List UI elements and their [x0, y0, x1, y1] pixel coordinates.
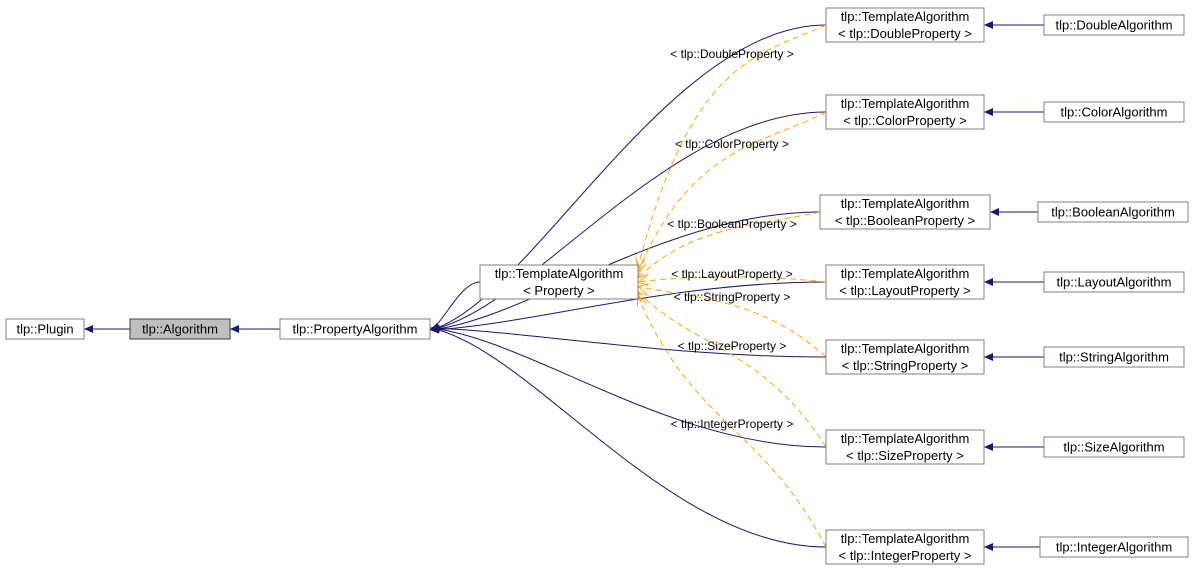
- node-algBool[interactable]: tlp::BooleanAlgorithm: [1038, 202, 1188, 222]
- node-label-plugin: tlp::Plugin: [16, 321, 73, 336]
- template-label-tmplColor: < tlp::ColorProperty >: [675, 137, 789, 151]
- template-label-tmplString: < tlp::StringProperty >: [674, 290, 791, 304]
- node-label-tmplLayout-0: tlp::TemplateAlgorithm: [841, 266, 970, 281]
- node-label-tmplString-0: tlp::TemplateAlgorithm: [841, 341, 970, 356]
- node-label-tmplString-1: < tlp::StringProperty >: [842, 358, 968, 373]
- node-algorithm[interactable]: tlp::Algorithm: [130, 319, 230, 339]
- node-label-tmplSize-0: tlp::TemplateAlgorithm: [841, 431, 970, 446]
- node-tmplBool[interactable]: tlp::TemplateAlgorithm< tlp::BooleanProp…: [820, 195, 990, 229]
- node-label-tmplDouble-1: < tlp::DoubleProperty >: [838, 26, 972, 41]
- node-label-tmplInt-1: < tlp::IntegerProperty >: [839, 548, 972, 563]
- template-label-tmplSize: < tlp::SizeProperty >: [678, 339, 787, 353]
- node-label-tmplDouble-0: tlp::TemplateAlgorithm: [841, 9, 970, 24]
- template-label-tmplInt: < tlp::IntegerProperty >: [671, 417, 794, 431]
- node-tmplString[interactable]: tlp::TemplateAlgorithm< tlp::StringPrope…: [826, 340, 984, 374]
- node-label-algorithm: tlp::Algorithm: [142, 321, 218, 336]
- template-label-tmplBool: < tlp::BooleanProperty >: [667, 217, 796, 231]
- node-tmplColor[interactable]: tlp::TemplateAlgorithm< tlp::ColorProper…: [826, 95, 984, 129]
- edge-tmplInt-propalg: [430, 328, 826, 547]
- nodes: tlp::Plugin tlp::Algorithm tlp::PropertyAl…: [6, 8, 1188, 564]
- node-label-algBool: tlp::BooleanAlgorithm: [1051, 204, 1175, 219]
- template-label-tmplLayout: < tlp::LayoutProperty >: [671, 267, 792, 281]
- node-label-algInt: tlp::IntegerAlgorithm: [1056, 539, 1172, 554]
- node-label-tmplColor-1: < tlp::ColorProperty >: [843, 113, 967, 128]
- edges-dashed: < tlp::DoubleProperty >< tlp::ColorPrope…: [638, 25, 826, 547]
- node-label-algString: tlp::StringAlgorithm: [1059, 349, 1169, 364]
- node-label-tmplLayout-1: < tlp::LayoutProperty >: [839, 283, 971, 298]
- node-label-algColor: tlp::ColorAlgorithm: [1061, 104, 1168, 119]
- node-label-tmplP-1: < Property >: [523, 283, 595, 298]
- node-algSize[interactable]: tlp::SizeAlgorithm: [1044, 437, 1184, 457]
- node-tmplSize[interactable]: tlp::TemplateAlgorithm< tlp::SizePropert…: [826, 430, 984, 464]
- node-label-tmplBool-1: < tlp::BooleanProperty >: [835, 213, 975, 228]
- node-algString[interactable]: tlp::StringAlgorithm: [1044, 347, 1184, 367]
- node-algInt[interactable]: tlp::IntegerAlgorithm: [1040, 537, 1188, 557]
- template-edge-tmplColor: [638, 112, 826, 272]
- node-algDouble[interactable]: tlp::DoubleAlgorithm: [1044, 15, 1184, 35]
- node-tmplLayout[interactable]: tlp::TemplateAlgorithm< tlp::LayoutPrope…: [826, 265, 984, 299]
- node-tmplP[interactable]: tlp::TemplateAlgorithm< Property >: [480, 265, 638, 299]
- node-label-tmplInt-0: tlp::TemplateAlgorithm: [841, 531, 970, 546]
- template-label-tmplDouble: < tlp::DoubleProperty >: [670, 47, 793, 61]
- node-label-propalg: tlp::PropertyAlgorithm: [293, 321, 418, 336]
- node-plugin[interactable]: tlp::Plugin: [6, 319, 84, 339]
- node-propalg[interactable]: tlp::PropertyAlgorithm: [280, 319, 430, 339]
- node-tmplInt[interactable]: tlp::TemplateAlgorithm< tlp::IntegerProp…: [826, 530, 984, 564]
- node-label-tmplSize-1: < tlp::SizeProperty >: [846, 448, 964, 463]
- node-label-tmplBool-0: tlp::TemplateAlgorithm: [841, 196, 970, 211]
- node-tmplDouble[interactable]: tlp::TemplateAlgorithm< tlp::DoublePrope…: [826, 8, 984, 42]
- edge-tmplP-propalg: [430, 282, 480, 330]
- node-algColor[interactable]: tlp::ColorAlgorithm: [1044, 102, 1184, 122]
- node-algLayout[interactable]: tlp::LayoutAlgorithm: [1044, 272, 1184, 292]
- inheritance-diagram: < tlp::DoubleProperty >< tlp::ColorPrope…: [0, 0, 1192, 579]
- node-label-algSize: tlp::SizeAlgorithm: [1063, 439, 1164, 454]
- node-label-algLayout: tlp::LayoutAlgorithm: [1057, 274, 1172, 289]
- node-label-algDouble: tlp::DoubleAlgorithm: [1055, 17, 1172, 32]
- node-label-tmplP-0: tlp::TemplateAlgorithm: [495, 266, 624, 281]
- node-label-tmplColor-0: tlp::TemplateAlgorithm: [841, 96, 970, 111]
